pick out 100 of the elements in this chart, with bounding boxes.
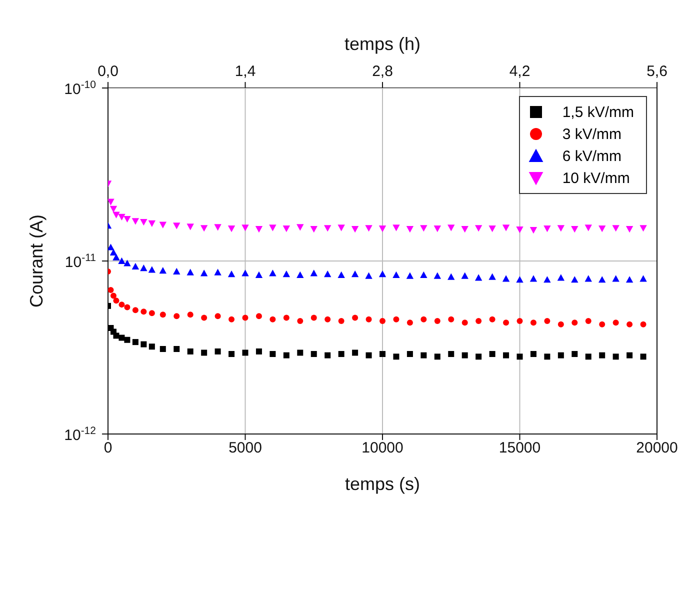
point: [124, 216, 131, 223]
point: [282, 270, 290, 278]
point: [310, 226, 318, 233]
point: [448, 224, 455, 232]
point: [461, 272, 468, 279]
point: [558, 321, 564, 328]
x2-axis-title: temps (h): [344, 34, 421, 54]
point: [366, 352, 372, 358]
point: [108, 286, 114, 293]
point: [448, 316, 454, 322]
point: [393, 316, 400, 322]
point: [626, 226, 634, 233]
point: [269, 224, 276, 232]
point: [584, 275, 592, 282]
point: [571, 226, 578, 233]
point: [113, 298, 120, 304]
point: [255, 226, 263, 233]
x2-tick-label: 1,4: [234, 63, 256, 80]
point: [352, 350, 358, 356]
point: [488, 226, 496, 232]
point: [544, 318, 550, 324]
point: [530, 275, 538, 282]
point: [132, 262, 140, 270]
point: [148, 220, 156, 227]
legend-label: 6 kV/mm: [562, 148, 622, 164]
point: [324, 316, 331, 322]
point: [406, 226, 414, 233]
point: [214, 268, 222, 276]
point: [297, 318, 304, 324]
point: [461, 226, 468, 233]
point: [140, 341, 147, 348]
point: [599, 321, 606, 328]
point: [270, 351, 276, 358]
point: [448, 273, 455, 280]
point: [110, 206, 118, 213]
point: [148, 310, 155, 316]
point: [118, 257, 126, 264]
x-tick-label: 5000: [228, 440, 262, 457]
y-tick-label: 10$^{-12}$: [64, 425, 96, 444]
point: [462, 320, 468, 326]
x-axis-title: temps (s): [344, 474, 420, 494]
point: [338, 271, 345, 278]
point: [283, 352, 290, 358]
point: [228, 226, 236, 232]
point: [118, 214, 126, 220]
point: [324, 270, 332, 278]
point: [108, 244, 114, 250]
point: [296, 224, 304, 231]
point: [516, 318, 523, 324]
point: [640, 321, 646, 328]
point: [112, 212, 120, 218]
point: [502, 224, 510, 232]
point: [270, 316, 276, 322]
point: [174, 313, 180, 320]
x2-tick-label: 4,2: [509, 63, 530, 80]
point: [132, 307, 138, 314]
point: [200, 270, 208, 276]
x-tick-label: 0: [104, 440, 112, 457]
point: [489, 351, 496, 358]
point: [160, 312, 166, 318]
x2-tick-label: 5,6: [646, 63, 668, 80]
point: [108, 198, 114, 206]
point: [474, 225, 482, 232]
point: [598, 276, 606, 283]
point: [132, 218, 140, 225]
point: [242, 350, 248, 356]
point: [228, 351, 235, 358]
point: [159, 222, 166, 228]
point: [584, 224, 592, 232]
point: [626, 276, 634, 283]
point: [462, 352, 468, 358]
point: [378, 270, 386, 278]
legend-label: 1,5 kV/mm: [562, 104, 634, 120]
point: [434, 318, 440, 324]
legend-label: 3 kV/mm: [562, 126, 622, 142]
point: [110, 248, 118, 256]
point: [393, 354, 400, 360]
point: [255, 271, 263, 278]
point: [420, 316, 427, 322]
legend-label: 10 kV/mm: [562, 170, 630, 186]
point: [283, 314, 290, 321]
x-tick-label: 15000: [498, 440, 541, 457]
point: [366, 316, 372, 322]
point: [640, 225, 647, 232]
point: [544, 276, 551, 283]
point: [296, 271, 304, 278]
point: [488, 273, 496, 280]
point: [160, 346, 166, 352]
point: [124, 304, 130, 310]
point: [448, 351, 454, 358]
point: [338, 318, 344, 324]
y-tick-label: 10$^{-10}$: [64, 79, 96, 98]
point: [242, 314, 248, 321]
point: [516, 354, 523, 360]
point: [124, 336, 130, 343]
point: [148, 266, 156, 273]
point: [113, 332, 120, 339]
y-axis-title: Courant (A): [26, 214, 46, 308]
point: [626, 352, 633, 358]
point: [110, 292, 116, 299]
